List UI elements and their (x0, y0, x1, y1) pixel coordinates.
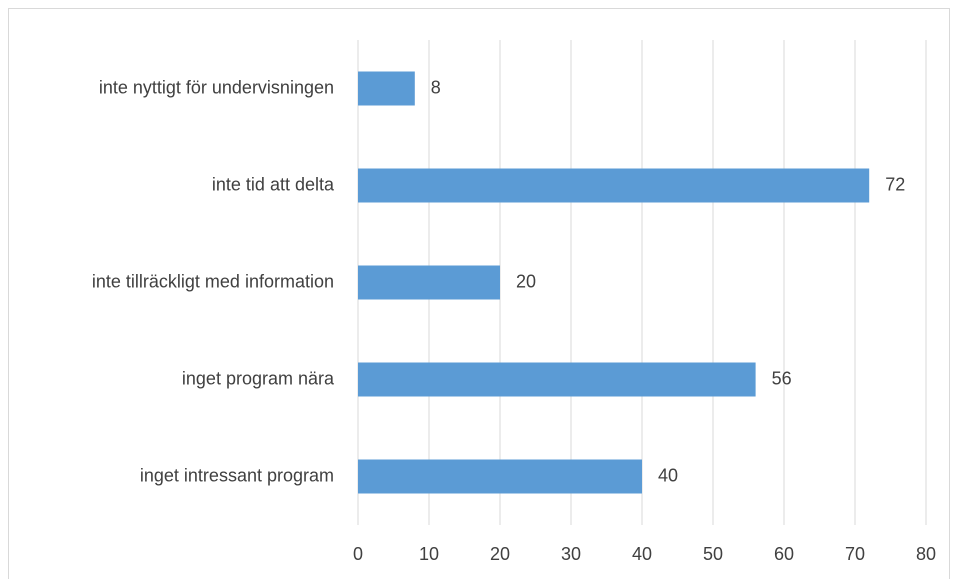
y-tick-label: inget intressant program (140, 465, 334, 485)
bar (358, 168, 870, 203)
y-tick-label: inte tillräckligt med information (92, 271, 334, 291)
x-tick-label: 0 (353, 544, 363, 564)
x-tick-label: 70 (845, 544, 865, 564)
data-label: 40 (658, 465, 678, 485)
y-tick-label: inget program nära (182, 368, 335, 388)
x-tick-label: 20 (490, 544, 510, 564)
x-tick-label: 50 (703, 544, 723, 564)
data-label: 72 (885, 174, 905, 194)
bar (358, 459, 642, 494)
y-tick-label: inte tid att delta (212, 174, 335, 194)
x-tick-label: 80 (916, 544, 936, 564)
data-label: 56 (772, 368, 792, 388)
data-label: 20 (516, 271, 536, 291)
bar (358, 362, 756, 397)
y-tick-label: inte nyttigt för undervisningen (99, 77, 334, 97)
x-tick-label: 10 (419, 544, 439, 564)
bar (358, 265, 500, 300)
x-tick-label: 60 (774, 544, 794, 564)
data-label: 8 (431, 77, 441, 97)
bar (358, 71, 415, 106)
x-tick-label: 30 (561, 544, 581, 564)
x-tick-label: 40 (632, 544, 652, 564)
